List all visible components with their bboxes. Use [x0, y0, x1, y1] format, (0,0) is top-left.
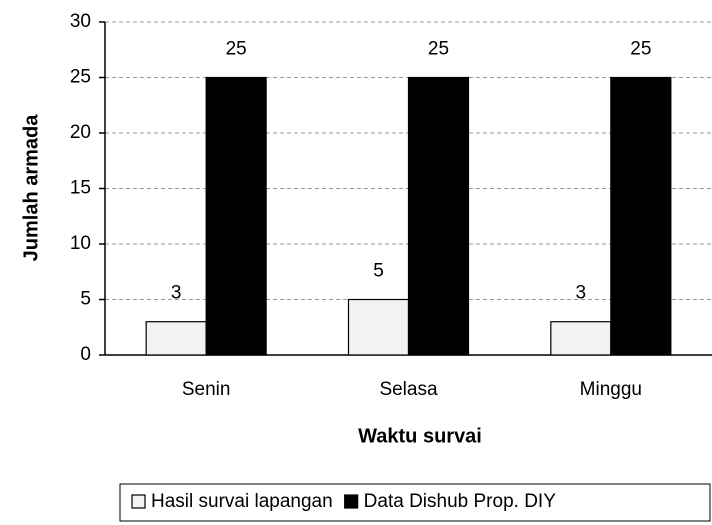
bar — [550, 321, 612, 356]
data-label: 25 — [428, 39, 449, 60]
x-tick-label: Minggu — [580, 379, 642, 400]
y-tick-label: 10 — [70, 233, 91, 254]
bar — [205, 76, 267, 356]
bar — [145, 321, 207, 356]
x-tick-label: Selasa — [379, 379, 438, 400]
y-tick-label: 20 — [70, 122, 91, 143]
data-label: 25 — [226, 39, 247, 60]
y-tick-label: 25 — [70, 67, 91, 88]
bar — [610, 76, 672, 356]
legend-box — [119, 483, 711, 522]
y-axis-label: Jumlah armada — [20, 114, 42, 262]
y-tick-label: 15 — [70, 178, 91, 199]
y-tick-label: 0 — [80, 344, 91, 365]
data-label: 3 — [576, 283, 587, 304]
legend-swatch — [131, 494, 146, 509]
legend-label: Hasil survai lapangan — [151, 491, 333, 512]
x-tick-label: Senin — [182, 379, 231, 400]
bar — [407, 76, 470, 356]
y-tick-label: 30 — [70, 11, 91, 32]
legend-label: Data Dishub Prop. DIY — [364, 491, 557, 512]
x-axis-label: Waktu survai — [358, 425, 482, 447]
legend-swatch — [344, 494, 359, 509]
data-label: 5 — [373, 261, 384, 282]
bar — [347, 298, 410, 356]
data-label: 3 — [171, 283, 182, 304]
data-label: 25 — [630, 39, 651, 60]
y-tick-label: 5 — [80, 289, 91, 310]
